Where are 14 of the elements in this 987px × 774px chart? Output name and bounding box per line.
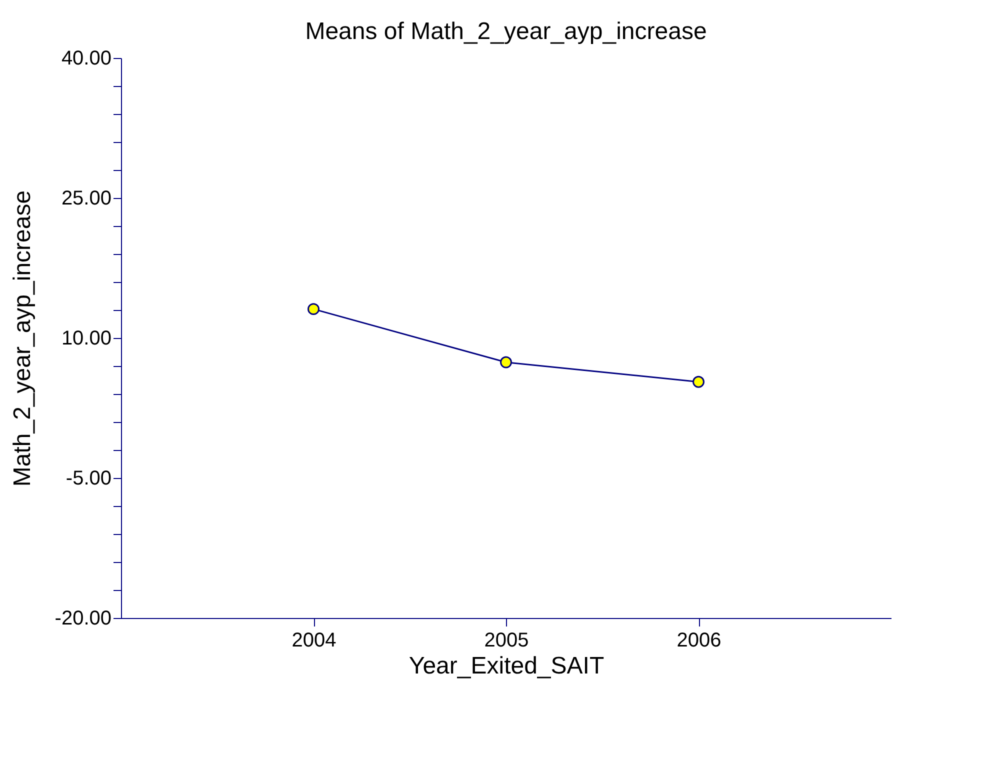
point bbox=[692, 376, 704, 388]
y-tick-label: 25.00 bbox=[61, 188, 112, 210]
x-tick-label: 2004 bbox=[292, 630, 336, 652]
y-tick-label: 40.00 bbox=[61, 48, 112, 70]
chart-title: Means of Math_2_year_ayp_increase bbox=[305, 18, 707, 45]
y-tick-label: 10.00 bbox=[61, 328, 112, 350]
x-tick-label: 2006 bbox=[676, 630, 722, 652]
y-tick-label: -20.00 bbox=[54, 608, 112, 630]
y-tick-label: -5.00 bbox=[66, 468, 112, 490]
point bbox=[500, 356, 512, 368]
x-axis-title: Year_Exited_SAIT bbox=[408, 652, 604, 680]
x-tick-label: 2005 bbox=[484, 630, 529, 652]
y-axis-title: Math_2_year_ayp_increase bbox=[8, 190, 36, 487]
point bbox=[308, 303, 320, 316]
